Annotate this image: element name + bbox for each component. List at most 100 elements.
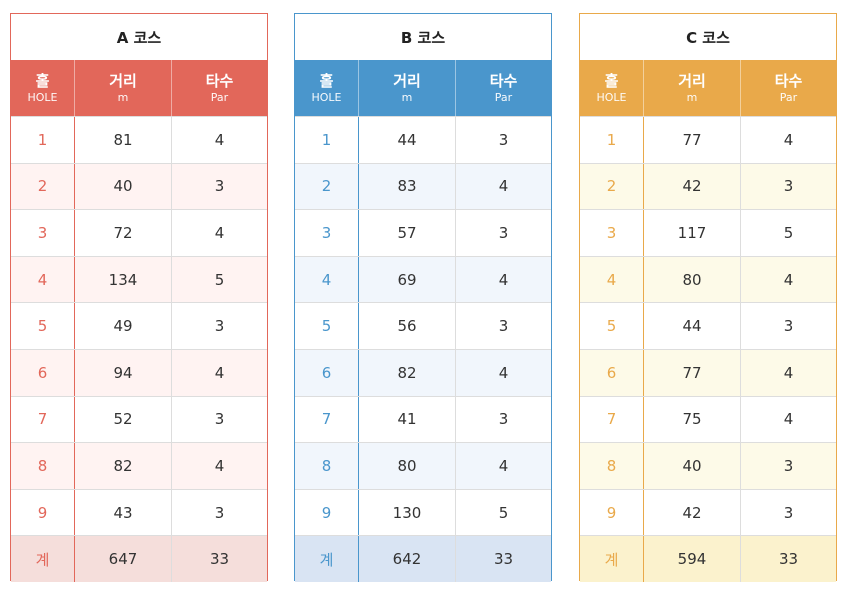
- par-value: 3: [783, 177, 794, 196]
- distance-header-label: 거리: [678, 71, 706, 90]
- hole-header-label: 홀: [35, 71, 50, 90]
- par-header-sublabel: Par: [494, 90, 513, 104]
- distance-value: 40: [75, 163, 172, 210]
- par-header-sublabel: Par: [779, 90, 798, 104]
- distance-header-sublabel: m: [686, 90, 698, 104]
- hole-number: 5: [580, 303, 644, 349]
- total-distance: 642: [359, 536, 456, 582]
- course-table: A 코스 홀 HOLE 거리 m 타수 Par 1 81 4 2 40 3 3 72 4 4 134 5 5 49 3 6 9…: [10, 13, 268, 582]
- par-header-label: 타수: [774, 71, 803, 90]
- distance-value: 75: [644, 396, 741, 443]
- hole-number: 3: [295, 210, 359, 256]
- hole-number: 4: [580, 256, 644, 303]
- par-value: 4: [783, 270, 794, 289]
- par-value: 3: [498, 410, 509, 429]
- table-row: 1 77 4: [580, 116, 836, 163]
- distance-value: 42: [644, 163, 741, 210]
- distance-header-sublabel: m: [117, 90, 129, 104]
- distance-value: 49: [75, 303, 172, 349]
- distance-value: 81: [75, 117, 172, 163]
- table-row: 1 81 4: [11, 116, 267, 163]
- hole-number: 6: [11, 349, 75, 396]
- table-header: 홀 HOLE 거리 m 타수 Par: [11, 60, 267, 116]
- table-row: 2 83 4: [295, 162, 551, 210]
- hole-header-sublabel: HOLE: [27, 90, 58, 104]
- distance-value: 77: [644, 117, 741, 163]
- table-row: 2 42 3: [580, 162, 836, 210]
- table-row: 7 52 3: [11, 395, 267, 443]
- par-value: 4: [214, 223, 225, 242]
- course-title: C 코스: [686, 28, 730, 47]
- distance-value: 83: [359, 163, 456, 210]
- table-row: 6 77 4: [580, 348, 836, 396]
- distance-value: 130: [359, 489, 456, 536]
- par-value: 4: [783, 130, 794, 149]
- distance-header-label: 거리: [393, 71, 421, 90]
- hole-number: 3: [11, 210, 75, 256]
- table-row: 8 82 4: [11, 442, 267, 489]
- par-header: 타수 Par: [172, 60, 267, 116]
- table-header: 홀 HOLE 거리 m 타수 Par: [295, 60, 551, 116]
- table-row: 2 40 3: [11, 162, 267, 210]
- course-table: B 코스 홀 HOLE 거리 m 타수 Par 1 44 3 2 83 4 3 57 3 4 69 4 5 56 3 6 82…: [294, 13, 552, 582]
- distance-value: 40: [644, 443, 741, 489]
- par-value: 4: [498, 270, 509, 289]
- table-row: 6 82 4: [295, 348, 551, 396]
- par-header-label: 타수: [489, 71, 518, 90]
- par-header-label: 타수: [205, 71, 234, 90]
- par-value: 3: [783, 503, 794, 522]
- distance-value: 77: [644, 349, 741, 396]
- hole-number: 5: [295, 303, 359, 349]
- distance-value: 82: [359, 349, 456, 396]
- table-row: 9 43 3: [11, 488, 267, 536]
- distance-value: 80: [359, 443, 456, 489]
- distance-value: 42: [644, 489, 741, 536]
- distance-value: 69: [359, 256, 456, 303]
- distance-value: 80: [644, 256, 741, 303]
- par-value: 4: [783, 363, 794, 382]
- par-value: 4: [214, 363, 225, 382]
- hole-number: 7: [580, 396, 644, 443]
- total-distance: 647: [75, 536, 172, 582]
- total-row: 계 642 33: [295, 535, 551, 582]
- distance-value: 41: [359, 396, 456, 443]
- distance-value: 44: [644, 303, 741, 349]
- table-row: 9 42 3: [580, 488, 836, 536]
- table-row: 3 117 5: [580, 209, 836, 256]
- par-value: 5: [214, 270, 225, 289]
- par-value: 5: [783, 223, 794, 242]
- par-value: 4: [783, 410, 794, 429]
- hole-number: 8: [11, 443, 75, 489]
- distance-header-sublabel: m: [401, 90, 413, 104]
- distance-value: 52: [75, 396, 172, 443]
- hole-number: 6: [295, 349, 359, 396]
- course-table: C 코스 홀 HOLE 거리 m 타수 Par 1 77 4 2 42 3 3 117 5 4 80 4 5 44 3 6 7…: [579, 13, 837, 582]
- table-row: 7 41 3: [295, 395, 551, 443]
- total-label: 계: [295, 536, 359, 582]
- table-row: 4 134 5: [11, 255, 267, 303]
- distance-value: 57: [359, 210, 456, 256]
- par-value: 4: [498, 456, 509, 475]
- par-value: 3: [214, 317, 225, 336]
- hole-number: 7: [11, 396, 75, 443]
- distance-value: 82: [75, 443, 172, 489]
- hole-header: 홀 HOLE: [580, 60, 644, 116]
- hole-number: 7: [295, 396, 359, 443]
- par-value: 4: [214, 130, 225, 149]
- total-distance: 594: [644, 536, 741, 582]
- par-header: 타수 Par: [456, 60, 551, 116]
- hole-number: 2: [295, 163, 359, 210]
- total-label: 계: [580, 536, 644, 582]
- par-header-sublabel: Par: [210, 90, 229, 104]
- total-par: 33: [209, 550, 230, 569]
- hole-number: 5: [11, 303, 75, 349]
- distance-header-label: 거리: [109, 71, 137, 90]
- table-row: 1 44 3: [295, 116, 551, 163]
- hole-number: 4: [11, 256, 75, 303]
- distance-value: 134: [75, 256, 172, 303]
- course-title: A 코스: [116, 28, 162, 47]
- hole-number: 6: [580, 349, 644, 396]
- hole-number: 9: [11, 489, 75, 536]
- hole-header: 홀 HOLE: [11, 60, 75, 116]
- distance-value: 56: [359, 303, 456, 349]
